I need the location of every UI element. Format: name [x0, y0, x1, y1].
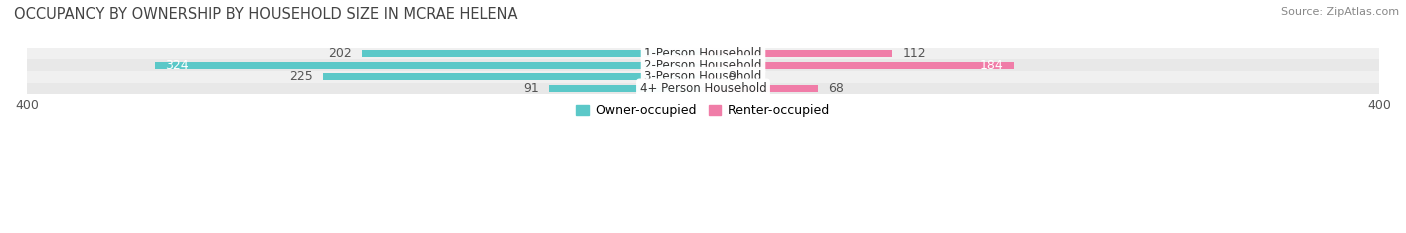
Text: 68: 68 [828, 82, 844, 95]
Bar [703, 73, 718, 80]
Bar [27, 71, 1379, 83]
Bar [27, 48, 1379, 59]
Text: 4+ Person Household: 4+ Person Household [640, 82, 766, 95]
Text: 324: 324 [166, 59, 190, 72]
Text: 202: 202 [328, 47, 352, 60]
Bar [27, 83, 1379, 94]
Bar [550, 85, 703, 92]
Text: 112: 112 [903, 47, 927, 60]
Text: 9: 9 [728, 70, 737, 83]
Text: 3-Person Household: 3-Person Household [644, 70, 762, 83]
Text: 184: 184 [980, 59, 1004, 72]
Bar [323, 73, 703, 80]
Bar [27, 59, 1379, 71]
Text: 2-Person Household: 2-Person Household [644, 59, 762, 72]
Text: OCCUPANCY BY OWNERSHIP BY HOUSEHOLD SIZE IN MCRAE HELENA: OCCUPANCY BY OWNERSHIP BY HOUSEHOLD SIZE… [14, 7, 517, 22]
Bar [156, 62, 703, 69]
Bar [703, 50, 893, 57]
Text: Source: ZipAtlas.com: Source: ZipAtlas.com [1281, 7, 1399, 17]
Legend: Owner-occupied, Renter-occupied: Owner-occupied, Renter-occupied [576, 104, 830, 117]
Bar [361, 50, 703, 57]
Text: 1-Person Household: 1-Person Household [644, 47, 762, 60]
Bar [703, 62, 1014, 69]
Bar [703, 85, 818, 92]
Text: 91: 91 [523, 82, 538, 95]
Text: 225: 225 [288, 70, 312, 83]
